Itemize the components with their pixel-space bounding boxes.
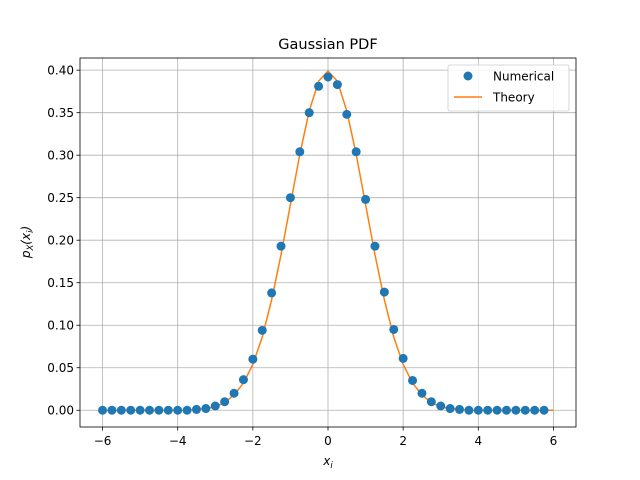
y-tick-label: 0.35: [47, 106, 74, 120]
numerical-point: [455, 404, 465, 414]
x-tick-label: −4: [169, 434, 187, 448]
chart-title: Gaussian PDF: [278, 37, 377, 53]
numerical-point: [361, 194, 371, 204]
numerical-point: [154, 405, 164, 415]
legend-label-theory: Theory: [492, 91, 535, 105]
numerical-point: [182, 405, 192, 415]
numerical-point: [426, 397, 436, 407]
numerical-point: [530, 405, 540, 415]
numerical-point: [370, 241, 380, 251]
x-tick-label: −6: [94, 434, 112, 448]
numerical-point: [417, 388, 427, 398]
numerical-point: [98, 405, 108, 415]
numerical-point: [267, 288, 277, 298]
legend-label-numerical: Numerical: [493, 70, 554, 84]
numerical-point: [483, 405, 493, 415]
numerical-point: [436, 401, 446, 411]
series-layer: [98, 70, 554, 415]
numerical-point: [210, 401, 220, 411]
numerical-point: [351, 147, 361, 157]
numerical-point: [248, 354, 258, 364]
y-tick-label: 0.05: [47, 361, 74, 375]
numerical-point: [285, 193, 295, 203]
numerical-point: [229, 388, 239, 398]
numerical-point: [145, 405, 155, 415]
numerical-point: [257, 325, 267, 335]
y-tick-label: 0.20: [47, 234, 74, 248]
y-tick-label: 0.40: [47, 63, 74, 77]
x-tick-label: 0: [324, 434, 332, 448]
numerical-point: [332, 80, 342, 90]
x-tick-label: 4: [474, 434, 482, 448]
numerical-point: [520, 405, 530, 415]
numerical-point: [191, 404, 201, 414]
legend: Numerical Theory: [447, 64, 570, 112]
numerical-point: [379, 287, 389, 297]
numerical-point: [107, 405, 117, 415]
x-tick-label: 6: [550, 434, 558, 448]
numerical-point: [398, 353, 408, 363]
y-tick-label: 0.15: [47, 276, 74, 290]
numerical-point: [473, 405, 483, 415]
x-axis-label: xi: [322, 454, 333, 471]
y-tick-label: 0.30: [47, 148, 74, 162]
numerical-point: [135, 405, 145, 415]
numerical-point: [220, 397, 230, 407]
legend-marker-numerical: [463, 71, 473, 81]
numerical-point: [304, 108, 314, 118]
y-tick-label: 0.00: [47, 404, 74, 418]
numerical-point: [116, 405, 126, 415]
numerical-point: [501, 405, 511, 415]
numerical-point: [323, 72, 333, 82]
numerical-point: [492, 405, 502, 415]
numerical-point: [173, 405, 183, 415]
x-tick-label: −2: [244, 434, 262, 448]
y-tick-label: 0.10: [47, 319, 74, 333]
numerical-point: [408, 375, 418, 385]
numerical-point: [163, 405, 173, 415]
numerical-point: [314, 81, 324, 91]
numerical-point: [539, 405, 549, 415]
numerical-point: [389, 324, 399, 334]
numerical-point: [126, 405, 136, 415]
numerical-point: [295, 147, 305, 157]
numerical-point: [238, 375, 248, 385]
y-tick-label: 0.25: [47, 191, 74, 205]
numerical-point: [201, 404, 211, 414]
numerical-point: [445, 404, 455, 414]
numerical-point: [511, 405, 521, 415]
x-tick-label: 2: [399, 434, 407, 448]
numerical-point: [464, 405, 474, 415]
axis-ticks: −6 −4 −2 0 2 4 6 0.00 0.05 0.10 0.15 0.20 0.25 0.30 0.…: [47, 63, 557, 448]
y-axis-label: pX(xi): [19, 226, 36, 259]
legend-box: [447, 64, 570, 112]
numerical-point: [276, 241, 286, 251]
numerical-point: [342, 109, 352, 119]
